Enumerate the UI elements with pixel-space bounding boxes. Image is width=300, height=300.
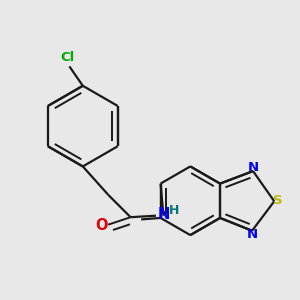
Text: O: O <box>95 218 108 233</box>
Text: N: N <box>158 207 170 222</box>
Text: H: H <box>169 204 179 218</box>
Text: N: N <box>248 161 259 174</box>
Text: N: N <box>247 228 258 241</box>
Text: S: S <box>273 194 283 207</box>
Text: Cl: Cl <box>61 51 75 64</box>
